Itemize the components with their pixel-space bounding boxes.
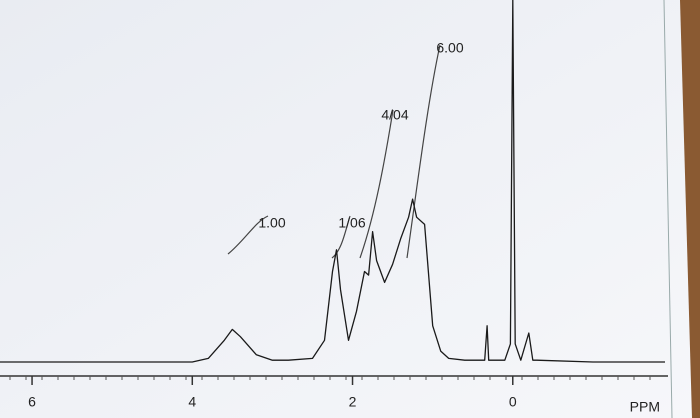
integration-label: 1.00: [258, 215, 285, 231]
spectrum-line: [0, 0, 665, 363]
integral-curve: [406, 44, 441, 259]
x-tick-label: 0: [509, 394, 517, 410]
paper-border: [663, 0, 673, 418]
integral-curve: [359, 109, 394, 259]
table-edge: [680, 0, 700, 418]
x-axis-label: PPM: [630, 399, 660, 415]
integral-curve: [331, 215, 351, 259]
x-tick-label: 6: [28, 394, 36, 410]
integral-curves: [227, 44, 441, 259]
integration-label: 6.00: [436, 40, 463, 56]
integration-label: 4/04: [381, 107, 408, 123]
x-tick-label: 2: [349, 394, 357, 410]
x-tick-label: 4: [188, 394, 196, 410]
integral-curve: [227, 215, 269, 255]
integration-label: 1/06: [338, 215, 365, 231]
